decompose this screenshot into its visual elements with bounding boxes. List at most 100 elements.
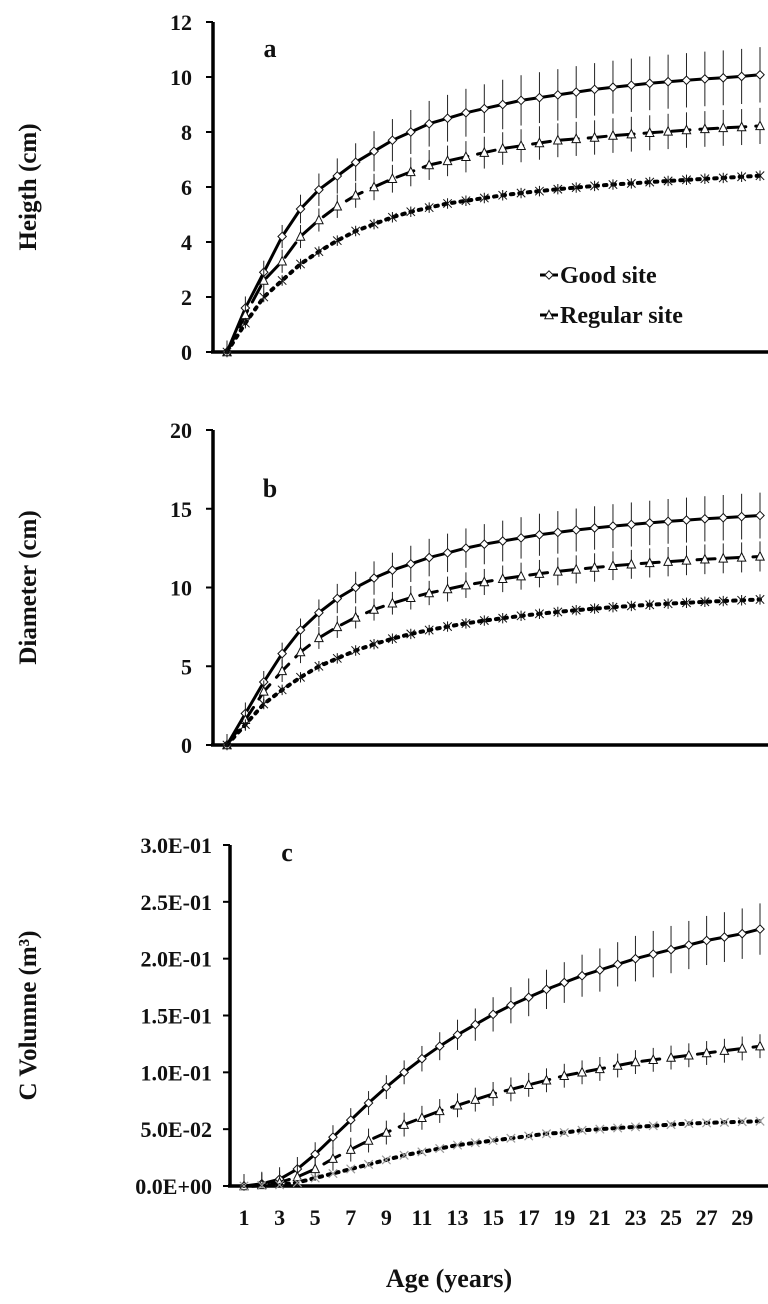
data-point	[417, 1053, 427, 1064]
y-tick-label: 8	[181, 120, 192, 145]
legend-label: Regular site	[560, 303, 683, 329]
data-point	[442, 155, 453, 166]
x-tick-label: 21	[589, 1205, 611, 1230]
data-point	[666, 944, 676, 955]
data-point	[505, 1000, 516, 1011]
x-tick-label: 1	[239, 1205, 250, 1230]
data-point	[332, 621, 343, 632]
data-point	[332, 593, 343, 604]
data-point	[442, 198, 453, 209]
data-point	[442, 113, 453, 124]
data-point	[369, 573, 379, 583]
data-point	[608, 179, 618, 190]
data-point	[700, 596, 710, 608]
series-3	[239, 1116, 765, 1191]
data-point	[387, 565, 398, 576]
data-point	[313, 632, 324, 643]
data-point	[387, 212, 397, 223]
data-point	[442, 621, 453, 632]
y-tick-label: 12	[170, 10, 192, 35]
data-point	[719, 1117, 730, 1127]
data-point	[754, 120, 766, 131]
y-tick-label: 0	[181, 733, 192, 758]
data-point	[259, 291, 269, 303]
data-point	[755, 170, 765, 181]
data-point	[405, 127, 416, 137]
data-point	[524, 1131, 534, 1141]
data-point	[516, 139, 527, 150]
data-point	[626, 128, 637, 139]
data-point	[295, 646, 306, 657]
data-point	[626, 178, 636, 189]
data-point	[681, 75, 692, 86]
data-point	[737, 171, 747, 183]
y-tick-label: 1.0E-01	[141, 1060, 213, 1085]
data-point	[553, 606, 563, 618]
legend: Good site Regular site	[540, 263, 683, 329]
x-tick-label: 19	[553, 1205, 575, 1230]
data-point	[663, 598, 673, 609]
x-tick-label: 29	[731, 1205, 753, 1230]
series-3	[222, 170, 765, 358]
data-point	[350, 611, 361, 622]
data-point	[701, 1047, 712, 1058]
data-point	[310, 1163, 321, 1174]
x-tick-label: 15	[482, 1205, 504, 1230]
data-point	[277, 275, 287, 286]
data-point	[488, 1009, 499, 1020]
data-point	[406, 628, 416, 640]
data-point	[699, 123, 710, 134]
data-point	[363, 1098, 374, 1108]
data-point	[626, 558, 637, 569]
data-point	[718, 595, 728, 607]
data-point	[350, 189, 361, 200]
data-point	[681, 554, 692, 565]
x-axis-title: Age (years)	[386, 1264, 512, 1293]
data-point	[594, 965, 605, 975]
data-point	[644, 557, 655, 568]
data-point	[699, 513, 710, 524]
series-line	[225, 514, 762, 747]
data-point	[416, 1111, 427, 1122]
data-point	[435, 1143, 445, 1154]
data-point	[737, 595, 747, 606]
data-point	[571, 525, 582, 535]
data-point	[613, 1123, 623, 1133]
data-point	[559, 977, 570, 988]
data-point	[488, 1135, 498, 1146]
data-point	[497, 573, 508, 584]
series-1	[239, 903, 765, 1191]
data-point	[755, 594, 765, 605]
data-point	[387, 597, 398, 608]
data-point	[612, 1059, 623, 1070]
data-point	[754, 1040, 766, 1051]
data-point	[506, 1133, 516, 1143]
data-point	[516, 532, 526, 543]
data-point	[274, 1180, 285, 1190]
data-point	[332, 653, 342, 664]
data-point	[479, 576, 490, 587]
series-2	[221, 107, 766, 357]
data-point	[663, 125, 674, 136]
data-point	[460, 579, 471, 590]
data-point	[571, 133, 582, 144]
data-point	[479, 146, 490, 157]
data-point	[369, 218, 379, 230]
data-point	[351, 645, 361, 656]
data-point	[681, 174, 692, 186]
data-point	[240, 317, 250, 329]
data-point	[589, 561, 600, 572]
data-point	[277, 684, 287, 696]
data-point	[755, 924, 765, 935]
y-tick-label: 5.0E-02	[141, 1117, 213, 1142]
data-point	[470, 1138, 480, 1148]
data-point	[663, 516, 674, 527]
data-point	[608, 82, 618, 93]
data-point	[346, 1164, 356, 1174]
data-point	[405, 558, 416, 569]
data-point	[442, 547, 453, 558]
data-point	[666, 1051, 677, 1062]
data-point	[644, 518, 655, 528]
data-point	[434, 1105, 445, 1116]
